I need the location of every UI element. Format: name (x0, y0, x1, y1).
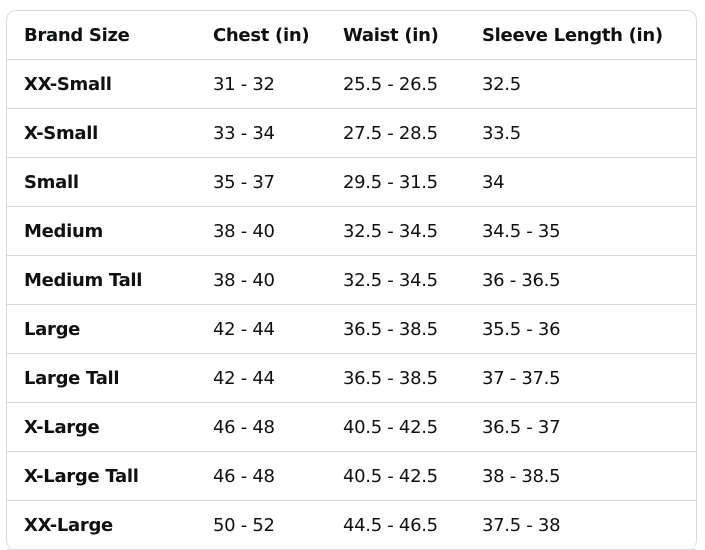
table-row: Large Tall 42 - 44 36.5 - 38.5 37 - 37.5 (7, 353, 696, 403)
size-label: X-Small (7, 108, 213, 158)
table-cell: 34.5 - 35 (482, 206, 696, 256)
table-row: XX-Small 31 - 32 25.5 - 26.5 32.5 (7, 59, 696, 109)
table-cell: 42 - 44 (213, 353, 343, 403)
table-cell: 34 (482, 157, 696, 207)
table-cell: 25.5 - 26.5 (343, 59, 482, 109)
table-cell: 40.5 - 42.5 (343, 451, 482, 501)
table-cell: 37.5 - 38 (482, 500, 696, 550)
table-row: Small 35 - 37 29.5 - 31.5 34 (7, 157, 696, 207)
table-cell: 36 - 36.5 (482, 255, 696, 305)
size-chart-table: Brand Size Chest (in) Waist (in) Sleeve Len… (7, 11, 696, 550)
table-cell: 37 - 37.5 (482, 353, 696, 403)
table-cell: 32.5 (482, 59, 696, 109)
table-cell: 36.5 - 37 (482, 402, 696, 452)
table-cell: 46 - 48 (213, 451, 343, 501)
table-row: Medium Tall 38 - 40 32.5 - 34.5 36 - 36.5 (7, 255, 696, 305)
size-label: X-Large (7, 402, 213, 452)
table-row: X-Large 46 - 48 40.5 - 42.5 36.5 - 37 (7, 402, 696, 452)
size-label: Small (7, 157, 213, 207)
table-cell: 32.5 - 34.5 (343, 255, 482, 305)
table-cell: 36.5 - 38.5 (343, 304, 482, 354)
table-cell: 44.5 - 46.5 (343, 500, 482, 550)
size-label: XX-Small (7, 59, 213, 109)
column-header: Waist (in) (343, 11, 482, 60)
table-row: Large 42 - 44 36.5 - 38.5 35.5 - 36 (7, 304, 696, 354)
table-cell: 33.5 (482, 108, 696, 158)
table-cell: 38 - 40 (213, 255, 343, 305)
table-cell: 33 - 34 (213, 108, 343, 158)
table-cell: 35 - 37 (213, 157, 343, 207)
size-label: Large (7, 304, 213, 354)
size-label: Medium (7, 206, 213, 256)
table-cell: 42 - 44 (213, 304, 343, 354)
table-row: XX-Large 50 - 52 44.5 - 46.5 37.5 - 38 (7, 500, 696, 550)
size-label: Medium Tall (7, 255, 213, 305)
column-header: Sleeve Length (in) (482, 11, 696, 60)
table-cell: 36.5 - 38.5 (343, 353, 482, 403)
column-header: Chest (in) (213, 11, 343, 60)
table-cell: 40.5 - 42.5 (343, 402, 482, 452)
table-cell: 38 - 38.5 (482, 451, 696, 501)
table-cell: 50 - 52 (213, 500, 343, 550)
column-header: Brand Size (7, 11, 213, 60)
size-chart: Brand Size Chest (in) Waist (in) Sleeve Len… (6, 10, 697, 550)
size-label: Large Tall (7, 353, 213, 403)
table-cell: 29.5 - 31.5 (343, 157, 482, 207)
table-row: Medium 38 - 40 32.5 - 34.5 34.5 - 35 (7, 206, 696, 256)
table-cell: 31 - 32 (213, 59, 343, 109)
header-row: Brand Size Chest (in) Waist (in) Sleeve Len… (7, 11, 696, 60)
table-cell: 35.5 - 36 (482, 304, 696, 354)
table-row: X-Small 33 - 34 27.5 - 28.5 33.5 (7, 108, 696, 158)
table-cell: 38 - 40 (213, 206, 343, 256)
table-cell: 46 - 48 (213, 402, 343, 452)
size-label: X-Large Tall (7, 451, 213, 501)
size-label: XX-Large (7, 500, 213, 550)
table-cell: 27.5 - 28.5 (343, 108, 482, 158)
table-cell: 32.5 - 34.5 (343, 206, 482, 256)
table-row: X-Large Tall 46 - 48 40.5 - 42.5 38 - 38.5 (7, 451, 696, 501)
